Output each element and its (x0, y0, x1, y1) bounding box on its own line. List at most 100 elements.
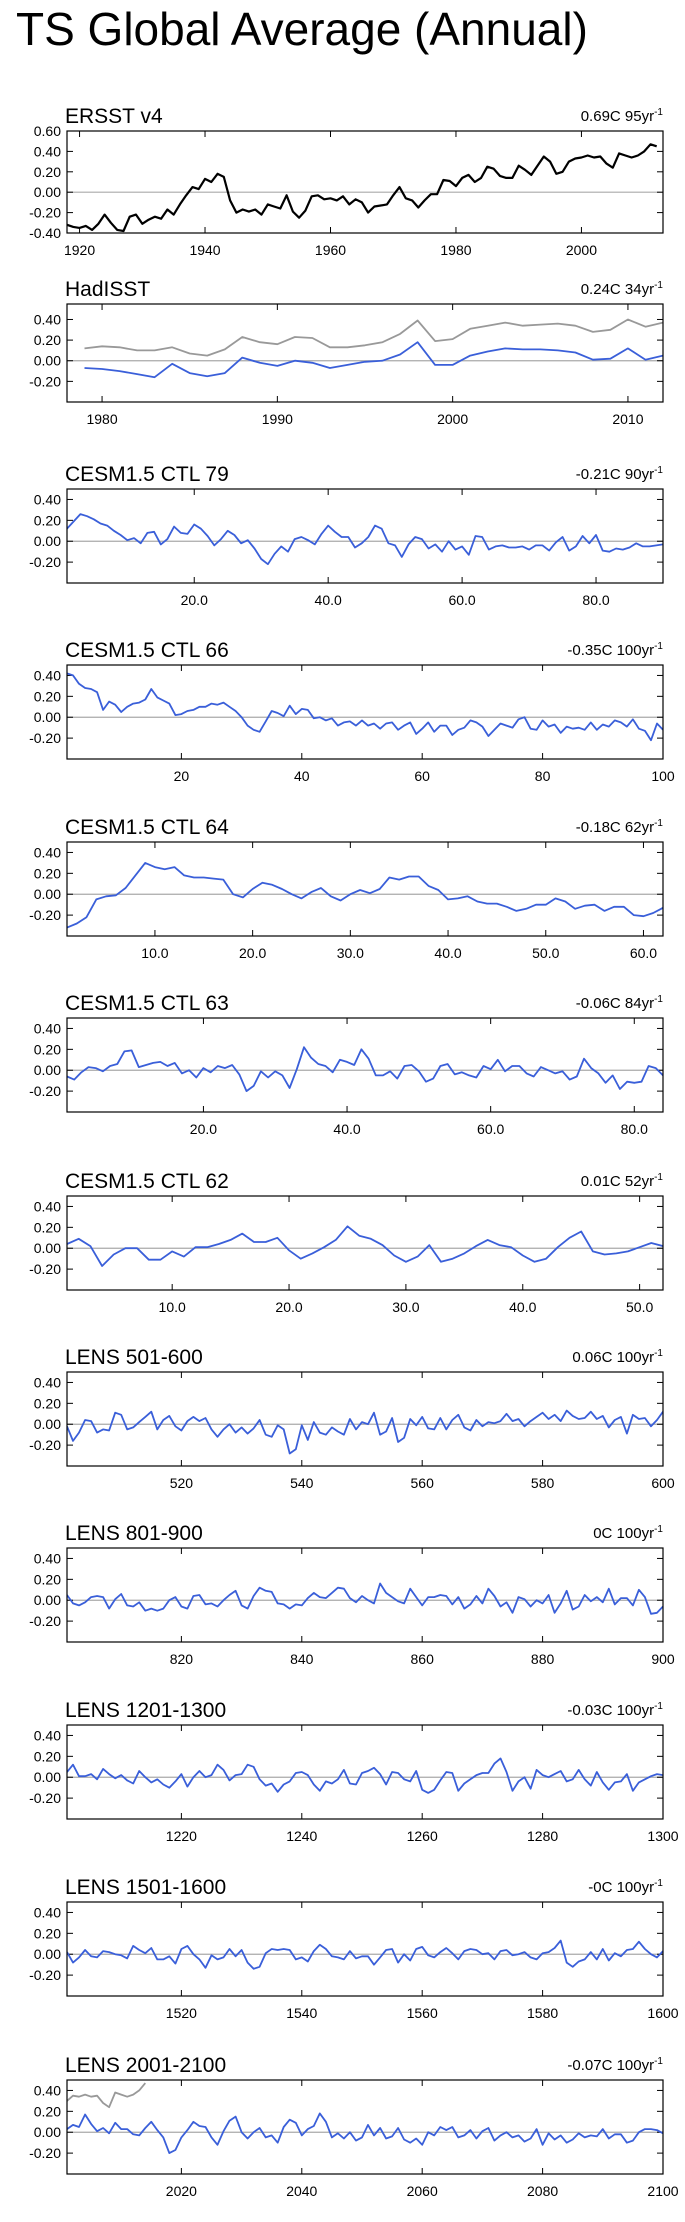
y-tick-label: -0.20 (29, 1261, 61, 1277)
y-tick-label: -0.20 (29, 907, 61, 923)
x-tick-label: 2020 (166, 2183, 197, 2199)
trend-label: -0.03C 100yr-1 (567, 1701, 663, 1719)
x-tick-label: 60.0 (477, 1121, 504, 1137)
y-tick-label: 0.20 (34, 1925, 61, 1941)
x-tick-label: 40 (294, 768, 310, 784)
plot-frame (66, 2079, 664, 2175)
plot-frame (66, 1901, 664, 1997)
x-tick-label: 1580 (527, 2005, 558, 2021)
y-tick-label: 0.00 (34, 886, 61, 902)
x-tick-label: 1940 (189, 242, 220, 258)
y-tick-label: -0.40 (29, 225, 61, 241)
x-tick-label: 10.0 (141, 945, 168, 961)
y-tick-label: 0.60 (34, 123, 61, 139)
y-tick-label: -0.20 (29, 554, 61, 570)
x-tick-label: 2000 (437, 411, 468, 427)
plot-frame (66, 303, 664, 403)
x-tick-label: 520 (170, 1475, 194, 1491)
series-line (67, 862, 663, 929)
trend-exponent: -1 (654, 1524, 663, 1535)
trend-exponent: -1 (654, 107, 663, 118)
y-tick-label: 0.40 (34, 311, 61, 327)
x-tick-label: 30.0 (337, 945, 364, 961)
y-tick-label: -0.20 (29, 1083, 61, 1099)
panel-title: CESM1.5 CTL 79 (65, 463, 229, 486)
x-tick-label: 2010 (612, 411, 643, 427)
y-tick-label: 0.40 (34, 1374, 61, 1390)
series-line (67, 1046, 663, 1092)
trend-exponent: -1 (654, 1878, 663, 1889)
y-tick-label: 0.00 (34, 533, 61, 549)
y-tick-label: -0.20 (29, 2145, 61, 2161)
chart-panel: HadISST 0.24C 34yr-1 -0.20 0.00 0.20 0.40 1980… (29, 278, 664, 427)
series-line (67, 1225, 663, 1267)
y-tick-label: 0.00 (34, 1946, 61, 1962)
x-tick-label: 80.0 (582, 592, 609, 608)
panel-title: CESM1.5 CTL 62 (65, 1170, 229, 1193)
series-line (67, 513, 663, 566)
y-tick-label: 0.40 (34, 2082, 61, 2098)
x-tick-label: 2100 (647, 2183, 678, 2199)
x-tick-label: 40.0 (434, 945, 461, 961)
chart-panel: ERSST v4 0.69C 95yr-1 -0.40 -0.20 0.00 0.20 0.… (29, 105, 664, 258)
x-tick-label: 1600 (647, 2005, 678, 2021)
x-tick-label: 20.0 (275, 1299, 302, 1315)
y-tick-label: 0.20 (34, 688, 61, 704)
trend-label: -0.21C 90yr-1 (576, 465, 664, 483)
y-tick-label: 0.40 (34, 143, 61, 159)
x-tick-label: 560 (411, 1475, 435, 1491)
series-line (67, 1582, 663, 1615)
x-tick-label: 80 (535, 768, 551, 784)
x-tick-label: 2000 (566, 242, 597, 258)
trend-label: -0.06C 84yr-1 (576, 994, 664, 1012)
trend-exponent: -1 (654, 2056, 663, 2067)
x-tick-label: 1220 (166, 1828, 197, 1844)
x-tick-label: 1990 (262, 411, 293, 427)
y-tick-label: -0.20 (29, 1967, 61, 1983)
x-tick-label: 10.0 (159, 1299, 186, 1315)
x-tick-label: 20.0 (190, 1121, 217, 1137)
trend-exponent: -1 (654, 1172, 663, 1183)
x-tick-label: 1280 (527, 1828, 558, 1844)
x-tick-label: 1980 (86, 411, 117, 427)
trend-label: 0.69C 95yr-1 (581, 107, 664, 125)
y-tick-label: -0.20 (29, 1790, 61, 1806)
plot-frame (66, 1195, 664, 1291)
x-tick-label: 860 (411, 1651, 435, 1667)
plot-frame (66, 1547, 664, 1643)
page-title: TS Global Average (Annual) (16, 3, 588, 55)
x-tick-label: 50.0 (532, 945, 559, 961)
x-tick-label: 60.0 (448, 592, 475, 608)
trend-exponent: -1 (654, 818, 663, 829)
y-tick-label: -0.20 (29, 730, 61, 746)
x-tick-label: 580 (531, 1475, 555, 1491)
x-tick-label: 820 (170, 1651, 194, 1667)
plot-frame (66, 664, 664, 760)
panel-title: LENS 2001-2100 (65, 2054, 226, 2077)
panel-title: LENS 1501-1600 (65, 1876, 226, 1899)
panel-title: CESM1.5 CTL 64 (65, 816, 229, 839)
trend-label: 0.01C 52yr-1 (581, 1172, 664, 1190)
x-tick-label: 60 (414, 768, 430, 784)
y-tick-label: 0.20 (34, 164, 61, 180)
x-tick-label: 40.0 (333, 1121, 360, 1137)
x-tick-label: 50.0 (626, 1299, 653, 1315)
x-tick-label: 30.0 (392, 1299, 419, 1315)
y-tick-label: 0.20 (34, 332, 61, 348)
x-tick-label: 100 (651, 768, 675, 784)
x-tick-label: 2060 (407, 2183, 438, 2199)
trend-label: -0C 100yr-1 (588, 1878, 663, 1896)
y-tick-label: 0.00 (34, 353, 61, 369)
x-tick-label: 1540 (286, 2005, 317, 2021)
x-tick-label: 20 (174, 768, 190, 784)
series-line (67, 1939, 663, 1970)
y-tick-label: 0.00 (34, 1592, 61, 1608)
x-tick-label: 540 (290, 1475, 314, 1491)
y-tick-label: 0.20 (34, 512, 61, 528)
trend-exponent: -1 (654, 465, 663, 476)
x-tick-label: 1520 (166, 2005, 197, 2021)
plot-frame (66, 1724, 664, 1820)
trend-label: -0.35C 100yr-1 (567, 641, 663, 659)
chart-panel: LENS 501-600 0.06C 100yr-1 -0.20 0.00 0.20 0.… (29, 1346, 675, 1491)
y-tick-label: 0.20 (34, 1395, 61, 1411)
